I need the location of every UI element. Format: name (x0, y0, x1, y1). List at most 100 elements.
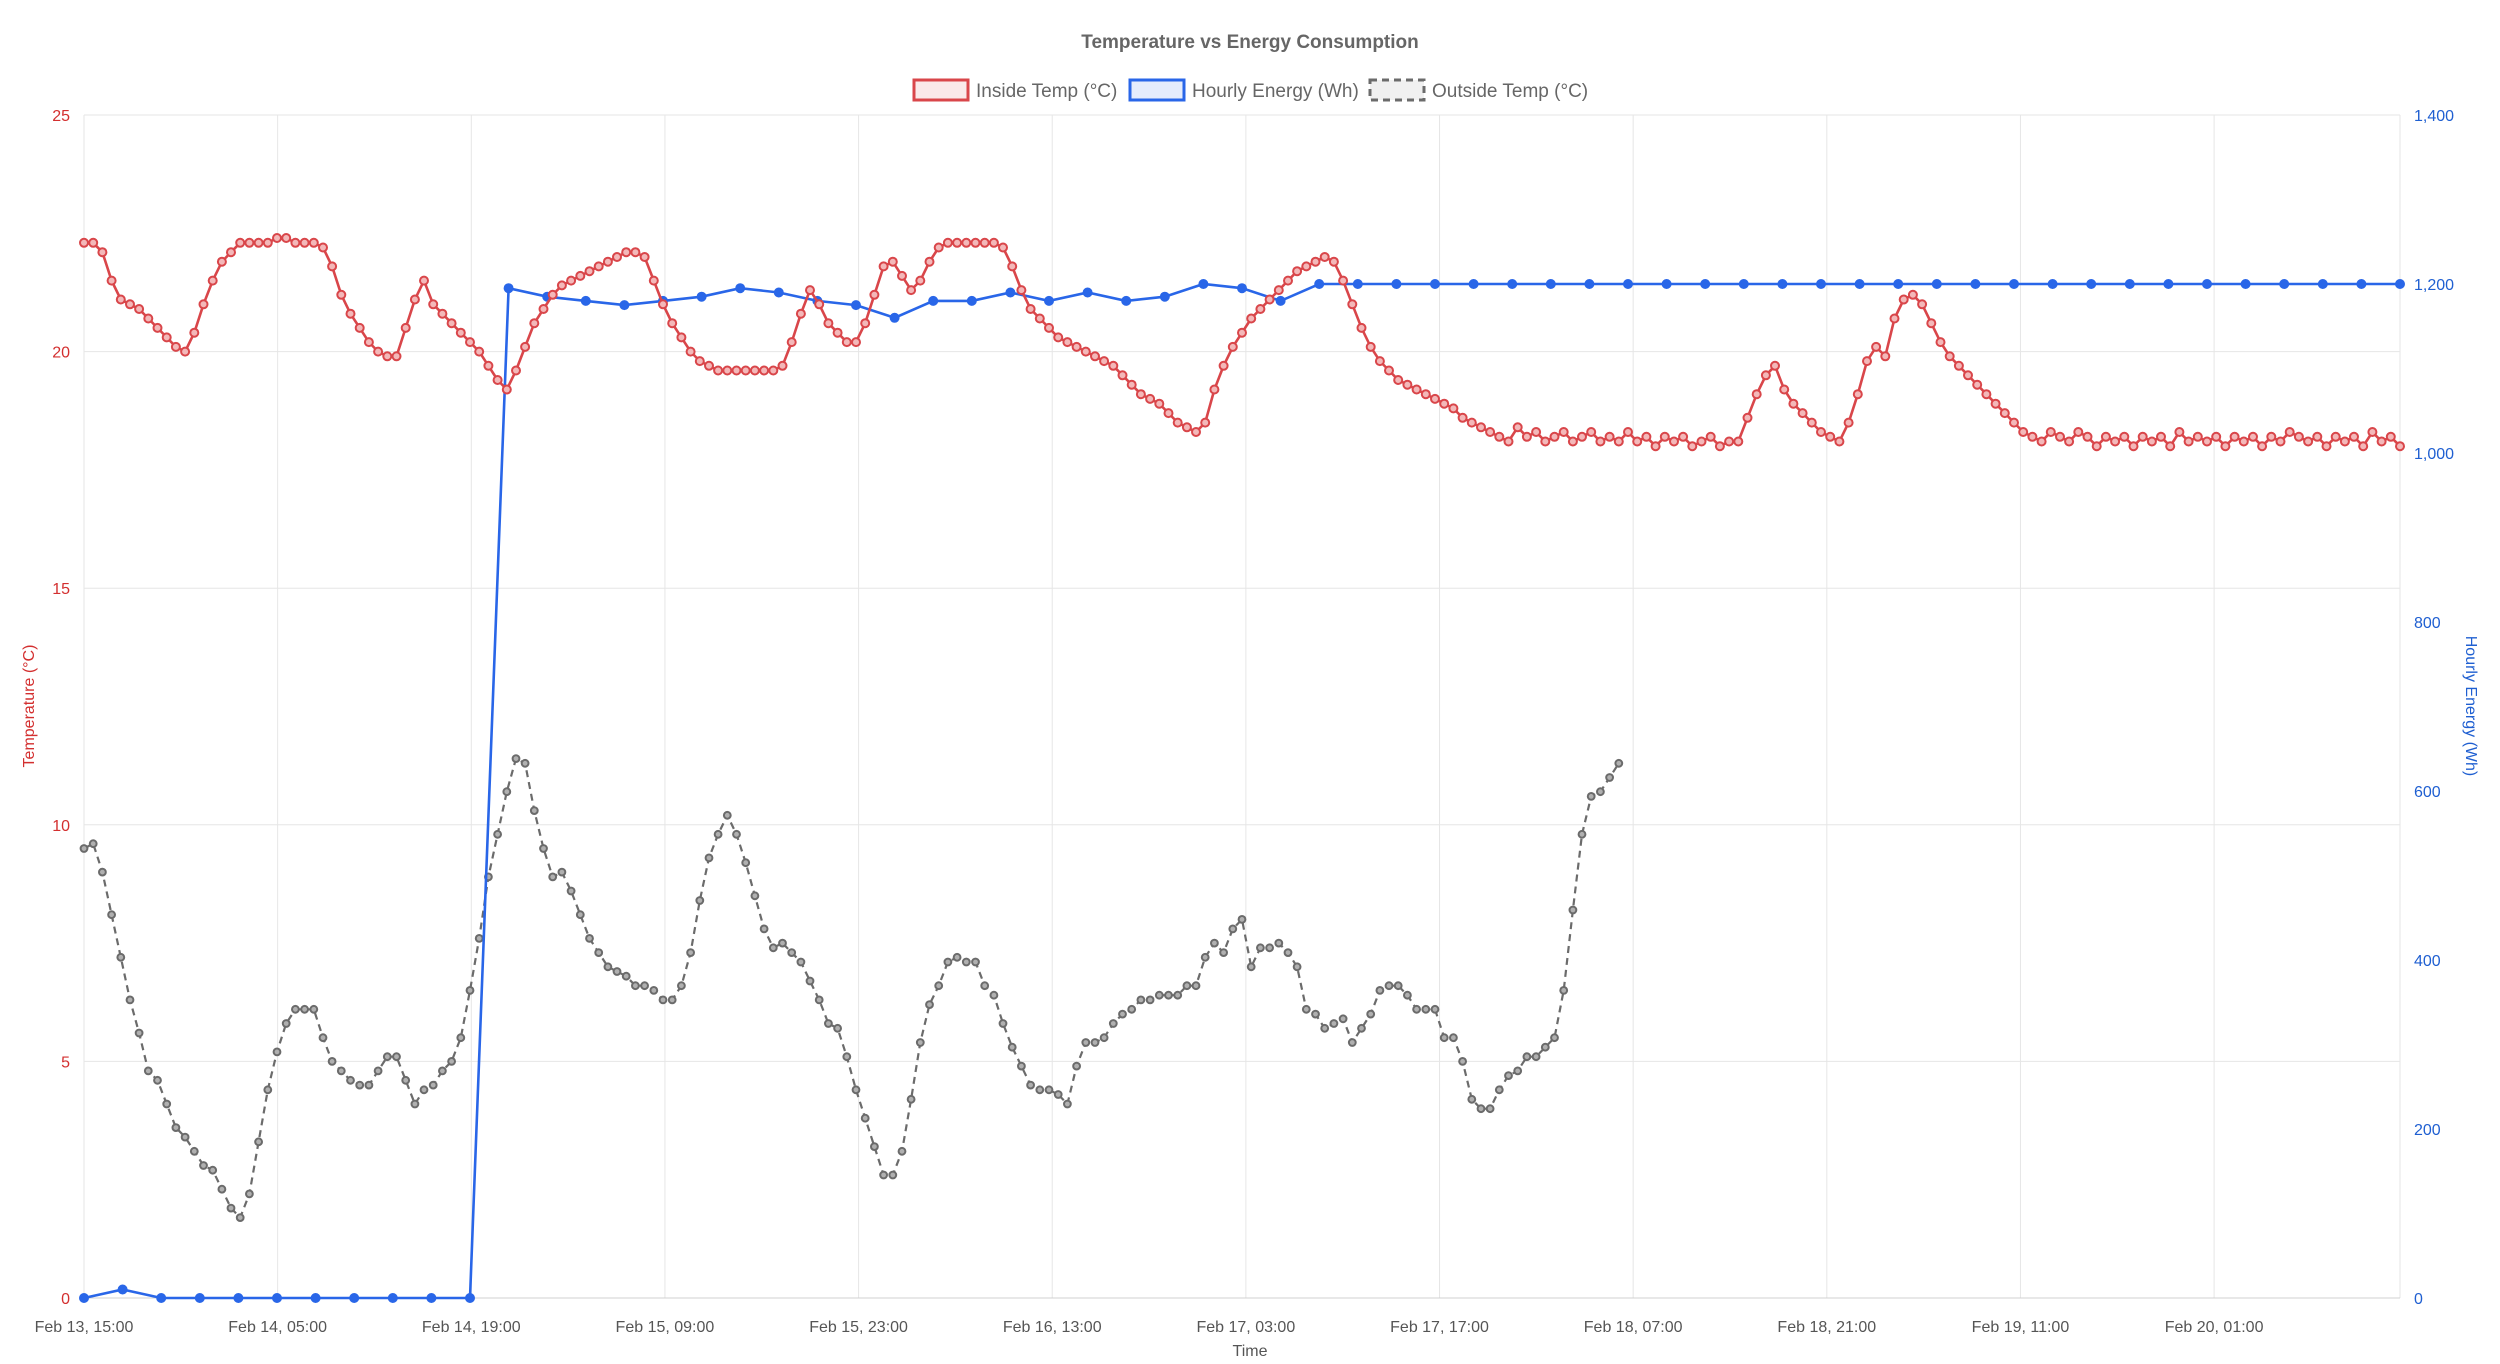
data-point-inside-temp (2248, 431, 2258, 442)
data-point-inside-temp (1963, 370, 1973, 381)
data-point-inside-temp (455, 327, 466, 338)
data-point-inside-temp (1770, 360, 1780, 371)
data-point-inside-temp (2027, 431, 2038, 442)
data-point-outside-temp (1099, 1033, 1109, 1043)
data-point-inside-temp (1264, 294, 1275, 305)
data-point-hourly-energy (1700, 279, 1711, 289)
data-point-inside-temp (2192, 431, 2203, 442)
data-point-inside-temp (1044, 322, 1054, 333)
data-point-outside-temp (456, 1033, 466, 1043)
data-point-inside-temp (354, 322, 365, 333)
data-point-inside-temp (1163, 408, 1174, 419)
data-point-inside-temp (2009, 417, 2019, 428)
data-point-outside-temp (272, 1047, 282, 1057)
data-point-inside-temp (658, 299, 668, 310)
x-tick: Feb 15, 23:00 (809, 1319, 908, 1336)
data-point-outside-temp (134, 1028, 144, 1038)
data-point-hourly-energy (1623, 279, 1633, 289)
legend-item-hourly-energy[interactable]: Hourly Energy (Wh) (1128, 78, 1359, 102)
legend-item-inside-temp[interactable]: Inside Temp (°C) (912, 78, 1117, 102)
data-point-outside-temp (1540, 1042, 1550, 1052)
data-point-outside-temp (502, 787, 512, 797)
data-point-outside-temp (1559, 986, 1569, 995)
x-tick: Feb 14, 05:00 (228, 1319, 327, 1336)
data-point-inside-temp (1678, 431, 1689, 442)
data-point-inside-temp (1374, 356, 1385, 367)
data-point-inside-temp (1567, 436, 1578, 447)
data-point-inside-temp (979, 237, 990, 248)
data-point-outside-temp (143, 1066, 153, 1076)
data-point-inside-temp (409, 294, 420, 305)
data-point-inside-temp (1090, 351, 1100, 362)
data-point-outside-temp (1366, 1009, 1376, 1019)
data-point-hourly-energy (1854, 279, 1865, 289)
data-point-outside-temp (814, 995, 824, 1005)
data-point-outside-temp (1246, 962, 1256, 972)
data-point-inside-temp (860, 318, 871, 329)
data-point-inside-temp (593, 261, 604, 272)
data-point-inside-temp (731, 365, 742, 376)
data-point-outside-temp (1007, 1042, 1017, 1052)
data-point-outside-temp (373, 1066, 383, 1076)
data-point-outside-temp (410, 1099, 420, 1109)
data-point-inside-temp (1889, 313, 1900, 324)
data-point-hourly-energy (272, 1293, 282, 1303)
legend-item-outside-temp[interactable]: Outside Temp (°C) (1368, 78, 1588, 102)
data-point-inside-temp (1117, 370, 1128, 381)
data-point-inside-temp (694, 356, 705, 367)
data-point-inside-temp (79, 237, 89, 248)
data-point-outside-temp (640, 981, 649, 991)
data-point-inside-temp (2174, 427, 2185, 437)
data-point-outside-temp (824, 1019, 833, 1028)
data-point-outside-temp (153, 1075, 162, 1085)
data-point-hourly-energy (1970, 279, 1981, 289)
data-point-inside-temp (823, 318, 834, 329)
data-point-inside-temp (648, 275, 659, 286)
data-point-inside-temp (2211, 431, 2222, 442)
data-point-inside-temp (244, 237, 255, 248)
data-point-inside-temp (428, 299, 439, 310)
data-point-hourly-energy (1661, 279, 1672, 289)
data-point-outside-temp (1145, 995, 1155, 1005)
data-point-outside-temp (1063, 1099, 1072, 1109)
y-tick-left: 20 (52, 345, 70, 362)
data-point-inside-temp (1135, 389, 1146, 400)
legend-swatch-inside-temp (912, 78, 970, 102)
data-point-inside-temp (630, 247, 641, 258)
data-point-inside-temp (336, 289, 347, 300)
data-point-hourly-energy (2317, 279, 2328, 289)
data-point-inside-temp (2312, 431, 2323, 442)
data-point-inside-temp (1053, 332, 1064, 343)
data-point-inside-temp (1935, 337, 1946, 348)
data-point-outside-temp (925, 1000, 934, 1009)
data-point-inside-temp (170, 341, 181, 352)
data-point-outside-temp (1522, 1052, 1532, 1062)
data-point-outside-temp (1228, 924, 1238, 934)
data-point-outside-temp (971, 957, 980, 967)
data-point-hourly-energy (2124, 279, 2135, 289)
data-point-outside-temp (722, 810, 732, 820)
data-point-inside-temp (1283, 275, 1293, 286)
data-point-inside-temp (2137, 431, 2148, 442)
data-point-inside-temp (1760, 370, 1771, 381)
y-tick-right: 800 (2414, 615, 2441, 632)
data-point-outside-temp (1035, 1085, 1045, 1095)
chart-title: Temperature vs Energy Consumption (1081, 32, 1419, 53)
data-point-inside-temp (2358, 441, 2369, 452)
legend-swatch-hourly-energy (1128, 78, 1186, 102)
data-point-inside-temp (1292, 266, 1303, 277)
y-axis-right-title: Hourly Energy (Wh) (2462, 636, 2479, 776)
grid (83, 114, 2401, 1299)
data-point-inside-temp (749, 365, 760, 376)
data-point-inside-temp (2376, 436, 2387, 447)
data-point-outside-temp (1210, 938, 1219, 948)
data-point-outside-temp (1347, 1038, 1357, 1047)
data-point-inside-temp (1705, 431, 1716, 442)
data-point-hourly-energy (310, 1293, 321, 1303)
data-point-inside-temp (1485, 427, 1496, 437)
data-point-inside-temp (1843, 417, 1854, 428)
data-point-outside-temp (199, 1161, 208, 1170)
data-point-inside-temp (1200, 417, 1211, 428)
data-point-inside-temp (1466, 417, 1477, 428)
data-point-inside-temp (1071, 341, 1082, 352)
